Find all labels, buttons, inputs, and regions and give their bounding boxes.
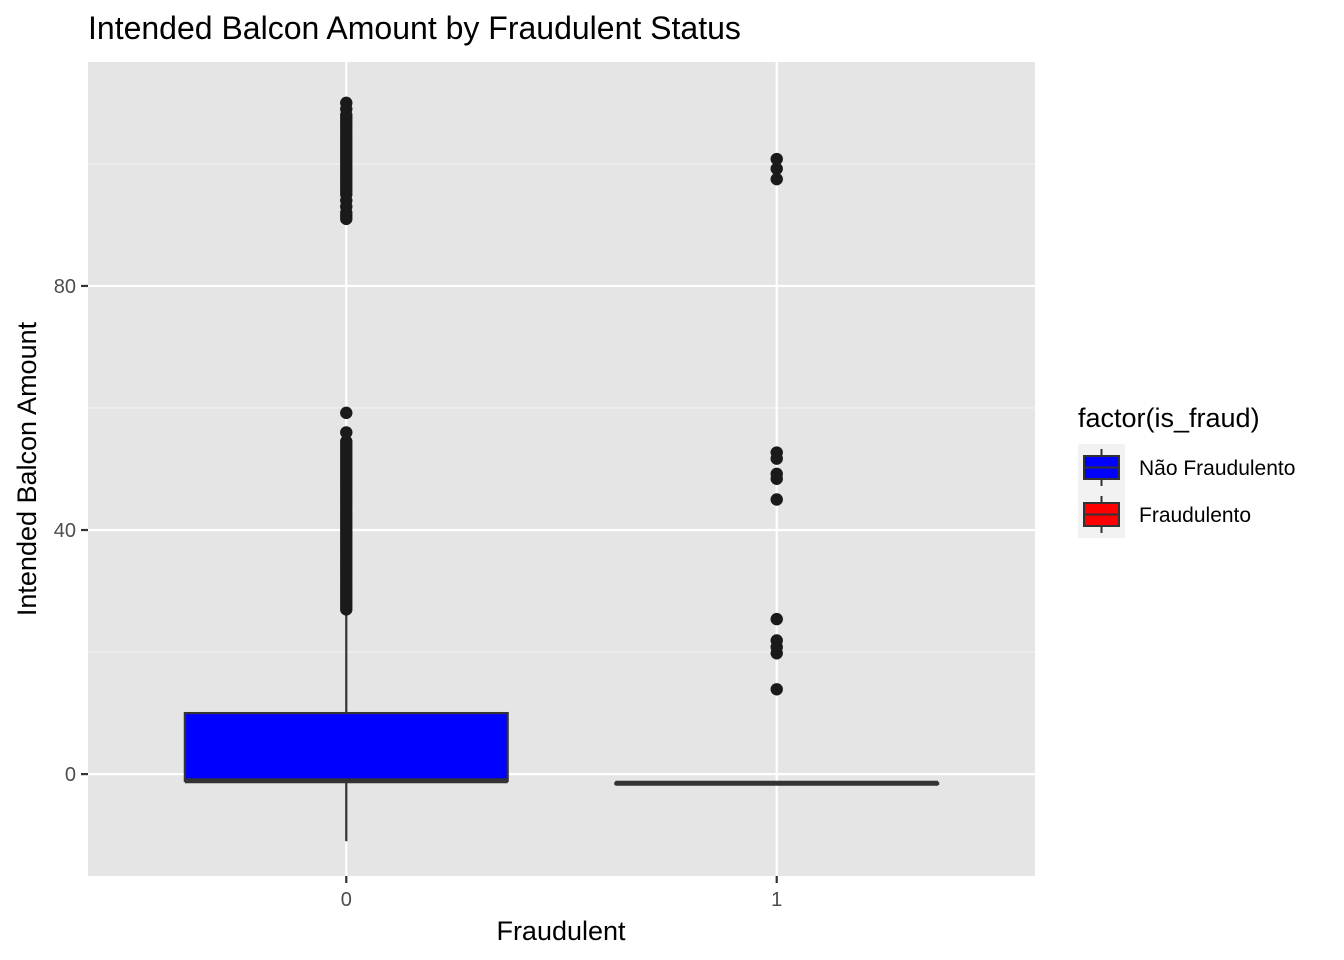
y-axis: 0 40 80 (54, 276, 88, 786)
outlier-point (340, 406, 353, 420)
outlier-point (340, 426, 353, 439)
x-tick-label: 0 (341, 889, 352, 911)
outlier-point (340, 96, 353, 110)
outlier-point (770, 467, 783, 481)
outlier-point (770, 493, 783, 506)
box-layer (183, 96, 940, 842)
legend-label: Fraudulento (1139, 504, 1251, 527)
legend: factor(is_fraud) Não Fraudulento Fraudule… (1078, 403, 1295, 538)
outlier-point (770, 612, 783, 626)
y-tick-label: 0 (65, 764, 76, 786)
y-tick-label: 40 (54, 520, 76, 542)
x-tick-label: 1 (771, 889, 782, 911)
y-tick-label: 80 (54, 276, 76, 298)
box-body (183, 711, 509, 782)
outlier-point (770, 683, 783, 696)
outlier-point (770, 152, 783, 166)
chart-title: Intended Balcon Amount by Fraudulent Sta… (88, 10, 741, 46)
legend-item: Não Fraudulento (1078, 444, 1295, 491)
legend-title: factor(is_fraud) (1078, 403, 1260, 433)
box-category-1 (614, 152, 940, 786)
legend-label: Não Fraudulento (1139, 457, 1295, 480)
legend-item: Fraudulento (1078, 491, 1251, 538)
box-category-0 (183, 96, 509, 842)
y-axis-title: Intended Balcon Amount (12, 321, 42, 616)
outlier-point (770, 634, 783, 647)
outlier-point (770, 162, 783, 175)
outlier-point (770, 446, 783, 459)
x-axis-title: Fraudulent (496, 916, 626, 946)
outlier-point (340, 435, 353, 448)
outlier-point (770, 172, 783, 186)
